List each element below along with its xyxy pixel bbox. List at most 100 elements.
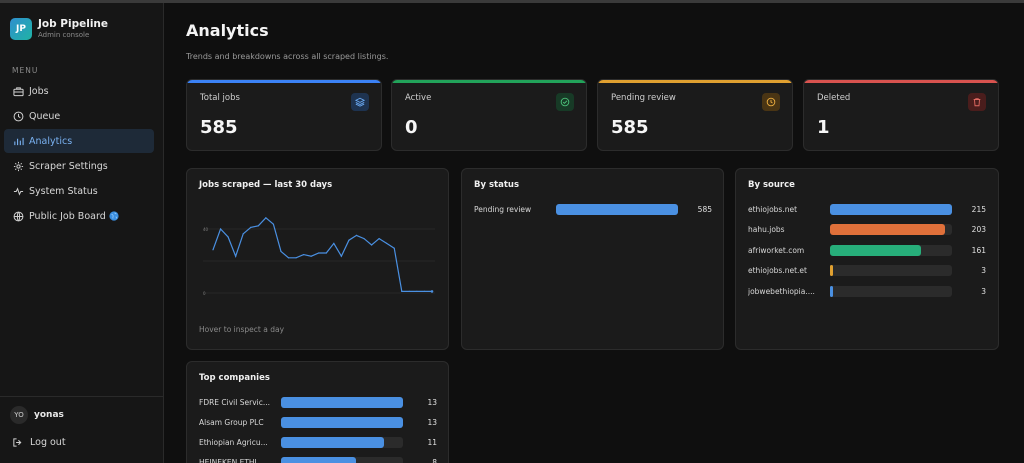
- bar-track: [830, 265, 952, 276]
- data-point[interactable]: [295, 257, 297, 259]
- sidebar-item-label: Jobs: [29, 85, 49, 97]
- bar-label: FDRE Civil Servic...: [199, 397, 270, 407]
- chart-hint: Hover to inspect a day: [199, 325, 285, 334]
- data-point[interactable]: [370, 244, 373, 246]
- sidebar-divider: [0, 396, 163, 397]
- bar-value: 203: [971, 225, 986, 234]
- y-tick-label: 0: [203, 291, 206, 296]
- stat-label: Active: [405, 93, 432, 103]
- bar-label: HEINEKEN ETHI...: [199, 457, 264, 463]
- bar-value: 13: [427, 417, 437, 427]
- source-row[interactable]: afriworket.com 161: [748, 243, 988, 257]
- sidebar-item-public-job-board[interactable]: Public Job Board: [4, 204, 154, 228]
- source-row[interactable]: jobwebethiopia.... 3: [748, 284, 988, 298]
- trend-line-chart[interactable]: 40 0: [187, 199, 448, 329]
- data-point[interactable]: [423, 290, 426, 292]
- sidebar-item-label: Queue: [29, 110, 61, 122]
- stat-accent-bar: [598, 80, 792, 83]
- logout-icon: [13, 438, 22, 447]
- data-point[interactable]: [250, 226, 252, 228]
- data-point[interactable]: [257, 225, 259, 227]
- by-status-card: By status Pending review 585: [461, 168, 724, 350]
- company-row[interactable]: FDRE Civil Servic... 13: [199, 395, 439, 409]
- source-row[interactable]: ethiojobs.net 215: [748, 202, 988, 216]
- bar-label: hahu.jobs: [748, 225, 785, 234]
- sidebar-item-queue[interactable]: Queue: [4, 104, 154, 128]
- brand[interactable]: JP Job Pipeline Admin console: [10, 18, 108, 40]
- page-title: Analytics: [186, 21, 269, 40]
- data-point[interactable]: [325, 252, 327, 254]
- sidebar-item-jobs[interactable]: Jobs: [4, 79, 154, 103]
- bar-label: Pending review: [474, 204, 532, 214]
- gear-icon: [12, 160, 24, 172]
- bar-value: 3: [981, 286, 986, 296]
- bar-label: ethiojobs.net: [748, 204, 798, 214]
- sidebar-nav: Jobs Queue Analytics Scraper Settings Sy…: [4, 79, 154, 229]
- stat-card-pending-review: Pending review 585: [597, 79, 793, 151]
- source-row[interactable]: ethiojobs.net.et 3: [748, 264, 988, 278]
- bar-value: 215: [971, 204, 986, 214]
- logout-button[interactable]: Log out: [12, 437, 66, 448]
- stat-accent-bar: [392, 80, 586, 83]
- data-point[interactable]: [310, 255, 312, 257]
- data-point[interactable]: [408, 290, 410, 292]
- bar-fill: [281, 396, 403, 408]
- bar-label: Ethiopian Agricu...: [199, 437, 268, 447]
- clock-icon: [762, 93, 780, 111]
- data-point[interactable]: [287, 257, 290, 259]
- source-row[interactable]: hahu.jobs 203: [748, 223, 988, 237]
- data-point[interactable]: [363, 238, 365, 240]
- series-line: [212, 216, 432, 293]
- company-row[interactable]: Alsam Group PLC 13: [199, 415, 439, 429]
- sidebar-item-system-status[interactable]: System Status: [4, 179, 154, 203]
- bar-value: 8: [432, 457, 437, 463]
- data-point[interactable]: [212, 249, 214, 251]
- data-point[interactable]: [280, 250, 282, 252]
- by-status-title: By status: [474, 180, 520, 190]
- data-point[interactable]: [416, 290, 418, 292]
- avatar: YO: [10, 406, 28, 424]
- data-point[interactable]: [227, 236, 229, 238]
- bar-value: 161: [971, 245, 986, 255]
- data-point[interactable]: [393, 247, 395, 249]
- data-point[interactable]: [272, 223, 275, 225]
- trend-chart-title: Jobs scraped — last 30 days: [199, 180, 333, 190]
- data-point[interactable]: [386, 242, 388, 244]
- data-point[interactable]: [235, 255, 237, 257]
- bar-value: 11: [427, 437, 437, 447]
- data-point[interactable]: [378, 238, 380, 240]
- sidebar-item-label: Scraper Settings: [29, 160, 108, 172]
- data-point[interactable]: [430, 290, 434, 293]
- bar-label: ethiojobs.net.et: [748, 266, 807, 275]
- user-profile[interactable]: YO yonas: [10, 406, 64, 424]
- data-point[interactable]: [333, 242, 335, 244]
- bar-track: [830, 244, 952, 256]
- data-point[interactable]: [318, 252, 320, 254]
- window-top-border: [0, 0, 1024, 3]
- company-row[interactable]: Ethiopian Agricu... 11: [199, 435, 439, 449]
- data-point[interactable]: [219, 228, 222, 230]
- bar-fill: [830, 224, 946, 235]
- brand-subtitle: Admin console: [38, 31, 90, 39]
- bar-chart-icon: [12, 135, 24, 147]
- data-point[interactable]: [401, 290, 403, 292]
- data-point[interactable]: [355, 234, 358, 236]
- sidebar-item-scraper-settings[interactable]: Scraper Settings: [4, 154, 154, 178]
- bar-fill: [830, 265, 833, 276]
- bar-fill: [830, 244, 922, 256]
- sidebar-item-analytics[interactable]: Analytics: [4, 129, 154, 153]
- status-row[interactable]: Pending review 585: [474, 202, 714, 216]
- bar-fill: [830, 203, 952, 215]
- company-row[interactable]: HEINEKEN ETHI... 8: [199, 455, 439, 463]
- by-source-card: By source ethiojobs.net 215 hahu.jobs 203 af…: [735, 168, 999, 350]
- bar-fill: [830, 285, 833, 297]
- bar-label: jobwebethiopia....: [748, 286, 815, 296]
- data-point[interactable]: [265, 217, 267, 219]
- data-point[interactable]: [348, 239, 350, 241]
- pulse-icon: [12, 185, 24, 197]
- data-point[interactable]: [303, 254, 305, 256]
- data-point[interactable]: [340, 255, 342, 257]
- top-companies-card: Top companies FDRE Civil Servic... 13 Alsa…: [186, 361, 449, 463]
- data-point[interactable]: [242, 233, 244, 235]
- user-name: yonas: [34, 410, 64, 420]
